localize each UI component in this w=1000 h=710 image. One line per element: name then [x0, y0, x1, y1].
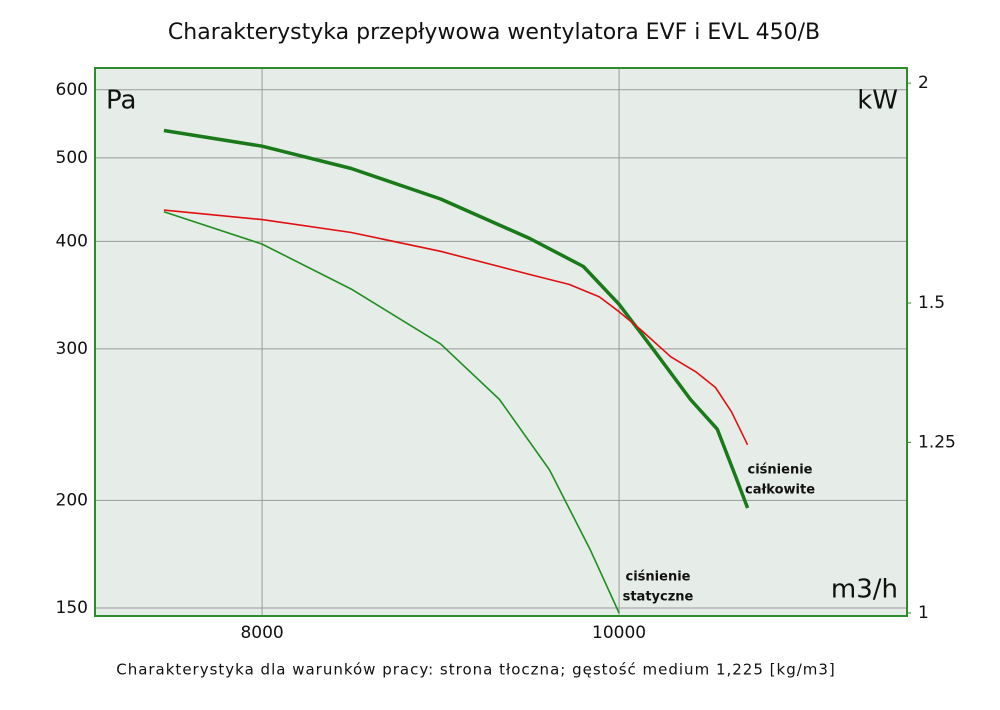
y2-tick-label: 1.5 — [918, 293, 945, 313]
y-tick-label: 500 — [56, 148, 88, 168]
y-tick-label: 300 — [56, 339, 88, 359]
y2-axis-label: kW — [857, 86, 898, 116]
annotation: całkowite — [745, 483, 815, 498]
y2-tick-label: 1 — [918, 603, 929, 623]
data-line — [163, 128, 750, 509]
y-tick-label: 200 — [56, 490, 88, 510]
y-tick-label: 400 — [56, 231, 88, 251]
y2-tick-label: 1.25 — [918, 432, 956, 452]
chart-title: Charakterystyka przepływowa wentylatora … — [168, 20, 820, 45]
y-tick-label: 600 — [56, 80, 88, 100]
data-line — [163, 210, 620, 614]
x-tick-label: 10000 — [592, 623, 646, 643]
plot-area — [95, 68, 907, 616]
x-tick-label: 8000 — [240, 623, 283, 643]
annotation: ciśnienie — [748, 463, 813, 478]
plot-frame — [94, 67, 908, 617]
annotation: statyczne — [623, 590, 694, 605]
y-axis-label: Pa — [106, 86, 136, 116]
footnote: Charakterystyka dla warunków pracy: stro… — [116, 661, 836, 679]
x-axis-label: m3/h — [831, 575, 898, 605]
annotation: ciśnienie — [626, 570, 691, 585]
y2-tick-label: 2 — [918, 73, 929, 93]
data-line — [163, 209, 749, 446]
y-tick-label: 150 — [56, 598, 88, 618]
